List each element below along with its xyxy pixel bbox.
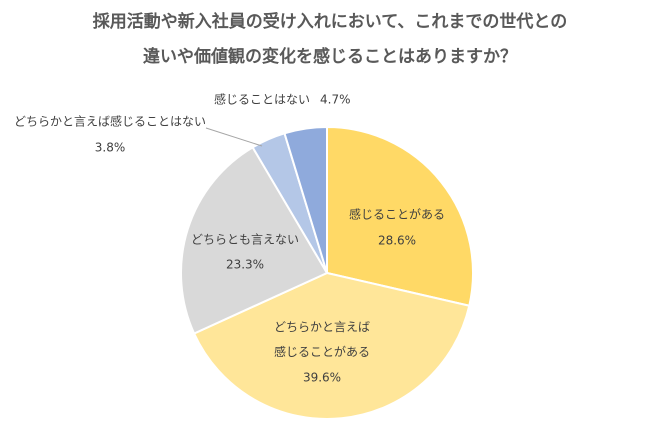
category-label: 感じることはない	[214, 92, 310, 107]
value-label: 28.6%	[378, 234, 416, 248]
category-label: どちらかと言えば感じることはない	[14, 114, 206, 129]
chart-title: 違いや価値観の変化を感じることはありますか？	[143, 46, 517, 67]
pie-slice	[326, 125, 474, 307]
value-label: 23.3%	[226, 258, 264, 272]
value-label: 4.7%	[320, 93, 351, 107]
value-label: 39.6%	[303, 371, 341, 385]
category-label: どちらかと言えば感じることがある	[274, 320, 370, 359]
chart-title: 採用活動や新入社員の受け入れにおいて、これまでの世代との	[93, 11, 567, 32]
value-label: 3.8%	[95, 141, 126, 155]
pie-slice	[192, 271, 471, 420]
category-label: 感じることがある	[349, 207, 445, 222]
leader-line	[205, 127, 263, 147]
pie-slice	[283, 125, 328, 274]
category-label: どちらとも言えない	[191, 233, 299, 247]
pie-slice	[180, 145, 329, 335]
